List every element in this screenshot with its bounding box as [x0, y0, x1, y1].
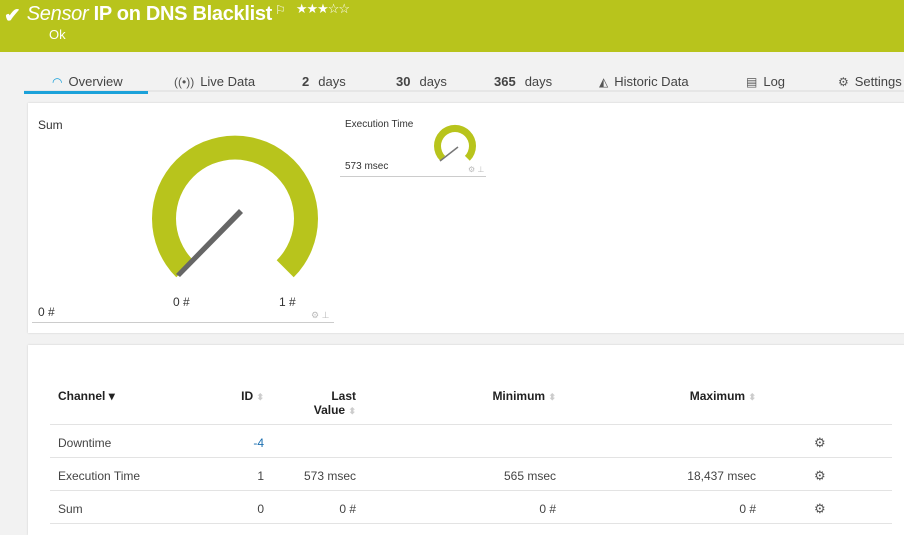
- channel-settings-icon[interactable]: ⚙: [814, 500, 826, 516]
- cell-channel: Sum: [50, 490, 200, 524]
- tab-2-days[interactable]: 2 days: [302, 74, 346, 89]
- sum-gauge-needle: [176, 209, 243, 277]
- table-header: Channel ▾ ID ⬍ Last Value ⬍ Minimum ⬍ Max…: [50, 385, 892, 425]
- sum-gauge: [152, 135, 318, 278]
- col-last-value[interactable]: Last Value ⬍: [272, 385, 364, 425]
- gauge-icon: ◠: [52, 75, 63, 89]
- sort-icon: ⬍: [548, 392, 556, 402]
- caret-down-icon: ▾: [108, 389, 115, 403]
- sum-gauge-min: 0 #: [173, 295, 190, 309]
- cell-id: -4: [200, 424, 272, 458]
- sum-gauge-arc: [152, 135, 318, 278]
- cell-min: 0 #: [364, 490, 564, 524]
- sum-gauge-max: 1 #: [279, 295, 296, 309]
- title-row: ✔ Sensor IP on DNS Blacklist ⚐ ★★★☆☆: [4, 1, 350, 28]
- table-row[interactable]: Sum 0 0 #0 #0 # ⚙: [50, 490, 892, 524]
- tab-live-data[interactable]: ((•)) Live Data: [174, 74, 256, 89]
- col-maximum[interactable]: Maximum ⬍: [564, 385, 764, 425]
- divider: [32, 322, 334, 323]
- sort-icon: ⬍: [748, 392, 756, 402]
- sum-gauge-value: 0 #: [38, 305, 55, 319]
- col-channel[interactable]: Channel ▾: [50, 385, 200, 425]
- gauge-settings-icons[interactable]: ⚙ ⊥: [468, 165, 485, 174]
- cell-id: 1: [200, 457, 272, 491]
- tab-365-days[interactable]: 365 days: [494, 74, 553, 89]
- sensor-header: ✔ Sensor IP on DNS Blacklist ⚐ ★★★☆☆ Ok: [0, 0, 904, 52]
- area-chart-icon: ◭: [599, 75, 609, 89]
- cell-min: [364, 424, 564, 458]
- col-id[interactable]: ID ⬍: [200, 385, 272, 425]
- status-text: Ok: [49, 27, 66, 42]
- exec-gauge-needle: [439, 146, 459, 162]
- gauge-settings-icons[interactable]: ⚙ ⊥: [311, 310, 330, 320]
- list-icon: ▤: [746, 75, 758, 89]
- tab-historic-data[interactable]: ◭ Historic Data: [599, 74, 689, 89]
- exec-gauge-arc: [434, 124, 476, 161]
- tab-settings[interactable]: ⚙ Settings: [838, 74, 902, 89]
- table-row[interactable]: Downtime -4 ⚙: [50, 424, 892, 458]
- sort-icon: ⬍: [256, 392, 264, 402]
- tab-overview[interactable]: ◠ Overview: [24, 74, 148, 94]
- cell-max: 18,437 msec: [564, 457, 764, 491]
- divider: [340, 176, 486, 177]
- col-minimum[interactable]: Minimum ⬍: [364, 385, 564, 425]
- cell-last: [272, 424, 364, 458]
- exec-gauge-value: 573 msec: [345, 161, 389, 172]
- flag-icon[interactable]: ⚐: [275, 3, 286, 17]
- gauges-panel: Sum 0 # 1 # 0 # ⚙ ⊥ Execution Time 573 m…: [28, 103, 904, 333]
- tab-bar: ◠ Overview ((•)) Live Data 2 days 30 days 36…: [24, 70, 904, 94]
- cell-min: 565 msec: [364, 457, 564, 491]
- cell-id: 0: [200, 490, 272, 524]
- check-icon: ✔: [4, 5, 21, 27]
- cell-last: 573 msec: [272, 457, 364, 491]
- sensor-title: Sensor IP on DNS Blacklist: [26, 3, 273, 25]
- channel-settings-icon[interactable]: ⚙: [814, 467, 826, 483]
- col-actions: [764, 385, 892, 425]
- sort-icon: ⬍: [348, 406, 356, 416]
- cell-max: 0 #: [564, 490, 764, 524]
- cell-channel: Execution Time: [50, 457, 200, 491]
- exec-gauge-title: Execution Time: [345, 119, 414, 130]
- channels-table: Channel ▾ ID ⬍ Last Value ⬍ Minimum ⬍ Max…: [50, 385, 892, 524]
- broadcast-icon: ((•)): [174, 75, 195, 89]
- tab-30-days[interactable]: 30 days: [396, 74, 447, 89]
- cell-max: [564, 424, 764, 458]
- cell-channel: Downtime: [50, 424, 200, 458]
- sum-gauge-title: Sum: [38, 118, 63, 132]
- channels-panel: Channel ▾ ID ⬍ Last Value ⬍ Minimum ⬍ Max…: [28, 345, 904, 535]
- table-row[interactable]: Execution Time 1 573 msec 565 msec 18,437 ms…: [50, 457, 892, 491]
- exec-gauge: [434, 124, 476, 162]
- gear-icon: ⚙: [838, 75, 849, 89]
- priority-stars[interactable]: ★★★☆☆: [295, 1, 350, 16]
- cell-last: 0 #: [272, 490, 364, 524]
- channel-settings-icon[interactable]: ⚙: [814, 434, 826, 450]
- tab-log[interactable]: ▤ Log: [746, 74, 786, 89]
